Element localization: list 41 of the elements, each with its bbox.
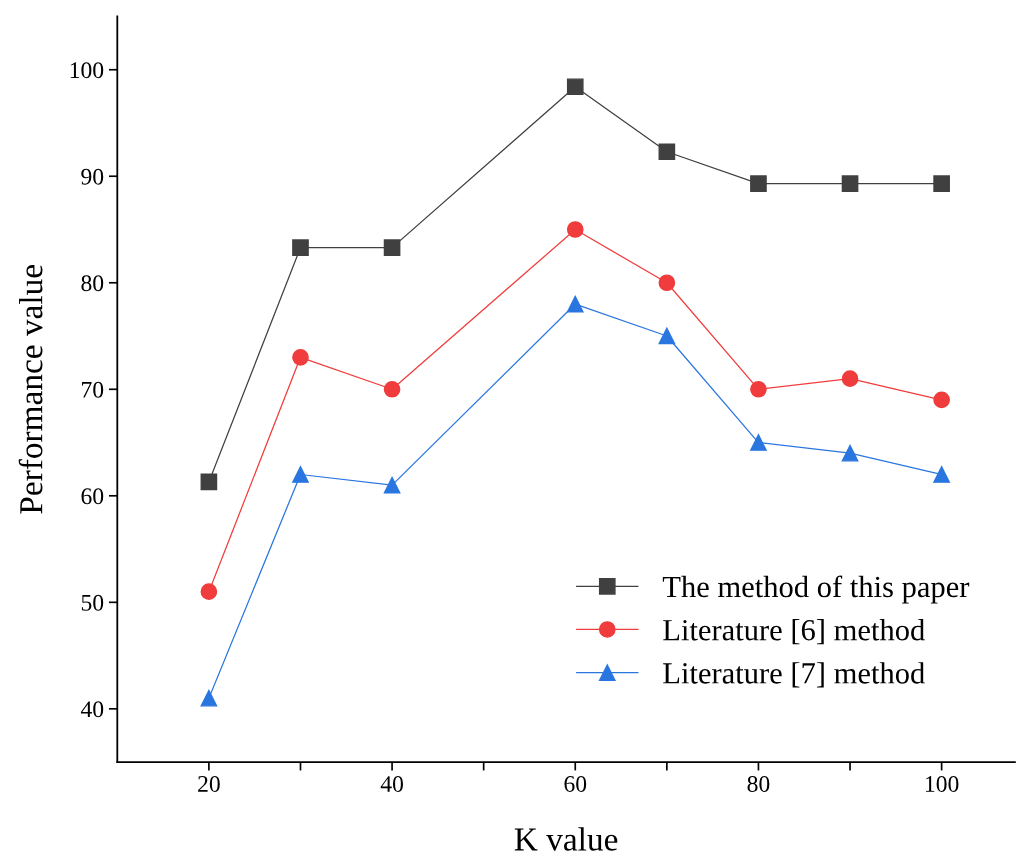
y-tick-label: 60 — [81, 488, 104, 505]
legend-label: Literature [7] method — [663, 662, 925, 688]
point — [292, 466, 309, 483]
point — [658, 274, 676, 292]
point — [566, 221, 584, 238]
point — [292, 239, 309, 256]
y-tick-label: 40 — [80, 701, 104, 718]
y-tick-label: 90 — [81, 168, 104, 185]
point — [383, 476, 401, 494]
x-tick-label: 60 — [564, 775, 587, 792]
point — [292, 348, 309, 366]
point — [841, 370, 859, 387]
point — [383, 380, 401, 398]
y-tick-label: 50 — [81, 594, 104, 611]
point — [841, 175, 859, 193]
point — [200, 689, 218, 707]
x-tick-label: 100 — [926, 775, 959, 792]
point — [383, 239, 401, 256]
legend-label: Literature [6] method — [663, 618, 925, 645]
point — [750, 175, 767, 193]
y-tick-label: 80 — [81, 275, 104, 292]
point — [658, 143, 676, 161]
point — [200, 583, 218, 600]
point — [658, 327, 676, 345]
x-tick-label: 40 — [380, 775, 403, 792]
point — [750, 434, 767, 451]
x-tick-label: 80 — [747, 775, 770, 792]
legend-label: The method of this paper — [662, 575, 970, 604]
point — [933, 391, 950, 409]
point — [750, 380, 767, 398]
point — [566, 78, 584, 96]
point — [841, 444, 859, 462]
point — [200, 473, 218, 491]
y-tick-label: 70 — [82, 381, 104, 398]
y-tick-label: 100 — [70, 62, 104, 79]
y-axis-title: Performance value — [18, 265, 43, 514]
x-axis-title: K value — [514, 827, 618, 851]
point — [566, 295, 584, 313]
x-tick-label: 20 — [198, 775, 220, 792]
point — [933, 175, 950, 193]
point — [933, 466, 950, 483]
